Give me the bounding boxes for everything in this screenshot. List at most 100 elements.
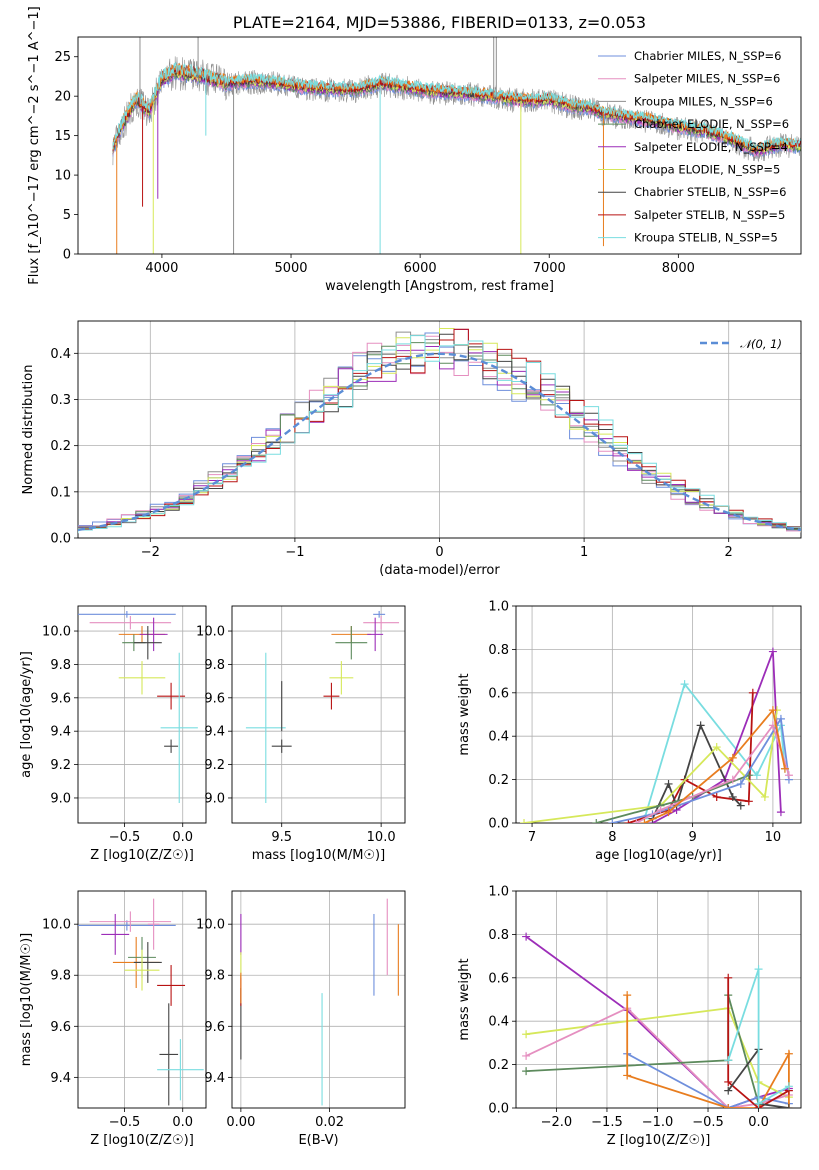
y-axis-label: Normed distribution bbox=[21, 365, 36, 495]
weight-marker bbox=[752, 771, 761, 780]
age-vs-mass-chart: 9.5 10.0 9.0 9.2 9.4 9.6 9.8 10.0 mass [log10(M/… bbox=[196, 605, 406, 863]
weight-marker bbox=[754, 965, 763, 974]
x-tick-label: 0 bbox=[435, 545, 443, 560]
x-tick-label: 9.5 bbox=[271, 830, 292, 845]
y-tick-label: 0.4 bbox=[50, 347, 71, 362]
x-tick-label: −1.5 bbox=[591, 1115, 623, 1130]
legend-entry: Kroupa MILES, N_SSP=6 bbox=[634, 94, 773, 108]
weight-marker bbox=[632, 819, 641, 823]
y-axis-label: mass weight bbox=[457, 673, 472, 755]
plot-frame bbox=[515, 605, 802, 824]
legend-entry: Kroupa ELODIE, N_SSP=5 bbox=[634, 163, 780, 177]
y-tick-label: 20 bbox=[54, 90, 71, 105]
x-tick-label: 0.00 bbox=[226, 1115, 255, 1130]
weight-marker bbox=[623, 991, 632, 1000]
errorbar-point bbox=[363, 616, 400, 630]
y-tick-label: 9.4 bbox=[50, 1071, 71, 1086]
weight-marker bbox=[728, 792, 737, 801]
y-tick-label: 9.2 bbox=[50, 758, 71, 773]
y-tick-label: 9.8 bbox=[204, 658, 225, 673]
y-tick-label: 0.2 bbox=[488, 1058, 509, 1073]
x-axis-label: Z [log10(Z/Z☉)] bbox=[90, 848, 194, 863]
errorbar-point bbox=[133, 942, 162, 983]
plot-area bbox=[245, 611, 400, 803]
x-tick-label: 2 bbox=[725, 545, 733, 560]
legend-entry: Kroupa STELIB, N_SSP=5 bbox=[634, 231, 778, 245]
plot-frame bbox=[77, 890, 207, 1109]
y-axis-label: Flux [f_λ10^−17 erg cm^−2 s^−1 A^−1] bbox=[27, 6, 42, 284]
errorbar-point bbox=[323, 682, 340, 710]
x-tick-label: −2 bbox=[141, 545, 160, 560]
y-tick-label: 0.0 bbox=[50, 532, 71, 547]
weight-series bbox=[640, 706, 789, 823]
x-axis-label: Z [log10(Z/Z☉)] bbox=[90, 1133, 194, 1148]
weight-marker bbox=[784, 771, 793, 780]
y-tick-label: 9.6 bbox=[50, 1020, 71, 1035]
weight-marker bbox=[522, 1067, 531, 1076]
y-tick-label: 0 bbox=[63, 248, 71, 263]
plot-frame bbox=[77, 36, 802, 255]
weight-marker bbox=[522, 1051, 531, 1060]
age-vs-metallicity-chart: −0.5 0.0 9.0 9.2 9.4 9.6 9.8 10.0 Z [log10(Z/Z☉)… bbox=[19, 605, 207, 863]
weight-marker bbox=[724, 973, 733, 982]
errorbar-point bbox=[329, 661, 354, 695]
weight-marker bbox=[780, 764, 789, 773]
x-tick-label: 6000 bbox=[404, 261, 437, 276]
weight-marker bbox=[623, 1071, 632, 1080]
x-tick-label: 8 bbox=[608, 830, 616, 845]
spectrum-chart: 4000 5000 6000 7000 8000 0 5 10 15 20 25 wavelength… bbox=[27, 6, 802, 294]
weight-marker bbox=[744, 797, 753, 806]
y-tick-label: 1.0 bbox=[488, 885, 509, 900]
plot-area bbox=[78, 611, 198, 803]
x-axis-label: E(B-V) bbox=[298, 1133, 338, 1148]
errorbar-point bbox=[89, 911, 172, 932]
y-tick-label: 25 bbox=[54, 50, 71, 65]
errorbar-point bbox=[124, 949, 160, 991]
weight-marker bbox=[608, 819, 617, 823]
y-tick-label: 1.0 bbox=[488, 600, 509, 615]
y-tick-label: 9.4 bbox=[50, 725, 71, 740]
mass-vs-ebv-chart: 0.00 0.02 9.4 9.6 9.8 10.0 E(B-V) bbox=[196, 890, 406, 1148]
plot-frame bbox=[77, 320, 802, 539]
x-axis-label: Z [log10(Z/Z☉)] bbox=[607, 1133, 711, 1148]
x-tick-label: 0.0 bbox=[172, 830, 193, 845]
x-axis-label: mass [log10(M/M☉)] bbox=[252, 848, 385, 863]
plot-frame bbox=[231, 605, 406, 824]
y-tick-label: 15 bbox=[54, 129, 71, 144]
x-tick-label: 8000 bbox=[662, 261, 695, 276]
weight-line bbox=[626, 1053, 790, 1108]
weight-marker bbox=[520, 819, 529, 823]
weight-marker bbox=[754, 1099, 763, 1108]
errorbar-point bbox=[118, 661, 166, 695]
errorbar-point bbox=[157, 965, 186, 1006]
weight-series bbox=[608, 714, 793, 823]
weight-marker bbox=[728, 775, 737, 784]
weight-line bbox=[525, 1007, 790, 1108]
weight-marker bbox=[680, 680, 689, 689]
y-axis-label: mass [log10(M/M☉)] bbox=[19, 933, 34, 1066]
weight-marker bbox=[784, 1104, 793, 1108]
x-tick-label: −2.0 bbox=[541, 1115, 573, 1130]
y-axis-label: mass weight bbox=[457, 958, 472, 1040]
x-tick-label: 4000 bbox=[145, 261, 178, 276]
weight-line bbox=[643, 682, 786, 819]
weight-marker bbox=[664, 808, 673, 817]
weight-marker bbox=[712, 743, 721, 752]
x-tick-label: 0.0 bbox=[172, 1115, 193, 1130]
legend-entry: Salpeter STELIB, N_SSP=5 bbox=[634, 208, 785, 222]
x-axis-label: wavelength [Angstrom, rest frame] bbox=[325, 279, 554, 294]
weight-line bbox=[628, 692, 754, 823]
weight-marker bbox=[736, 779, 745, 788]
y-tick-label: 0.2 bbox=[488, 773, 509, 788]
y-tick-label: 0.0 bbox=[488, 1102, 509, 1117]
y-tick-label: 10.0 bbox=[196, 918, 225, 933]
errorbar-point bbox=[157, 682, 186, 710]
x-tick-label: 9 bbox=[688, 830, 696, 845]
errorbar-point bbox=[157, 1039, 204, 1101]
errorbar-point bbox=[271, 739, 292, 753]
x-tick-label: −0.5 bbox=[109, 1115, 141, 1130]
weight-marker bbox=[724, 1104, 733, 1108]
y-tick-label: 0.8 bbox=[488, 643, 509, 658]
y-tick-label: 0.6 bbox=[488, 686, 509, 701]
